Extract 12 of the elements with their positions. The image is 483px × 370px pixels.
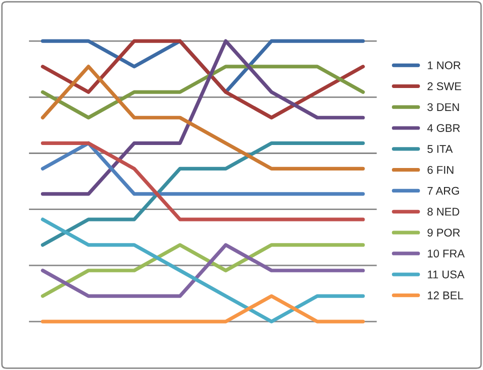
legend-label: 11 USA (428, 270, 464, 278)
legend-label: 10 FRA (428, 250, 465, 258)
legend-label: 5 ITA (427, 145, 453, 153)
legend-label: 6 FIN (428, 166, 454, 174)
legend-label: 7 ARG (428, 186, 459, 195)
legend-label: 12 BEL (428, 291, 464, 300)
legend-label: 8 NED (428, 208, 460, 216)
legend-label: 4 GBR (427, 124, 460, 132)
legend-label: 3 DEN (427, 103, 459, 112)
legend-label: 1 NOR (428, 61, 460, 70)
legend-label: 2 SWE (428, 82, 462, 90)
legend-label: 9 POR (428, 228, 460, 237)
